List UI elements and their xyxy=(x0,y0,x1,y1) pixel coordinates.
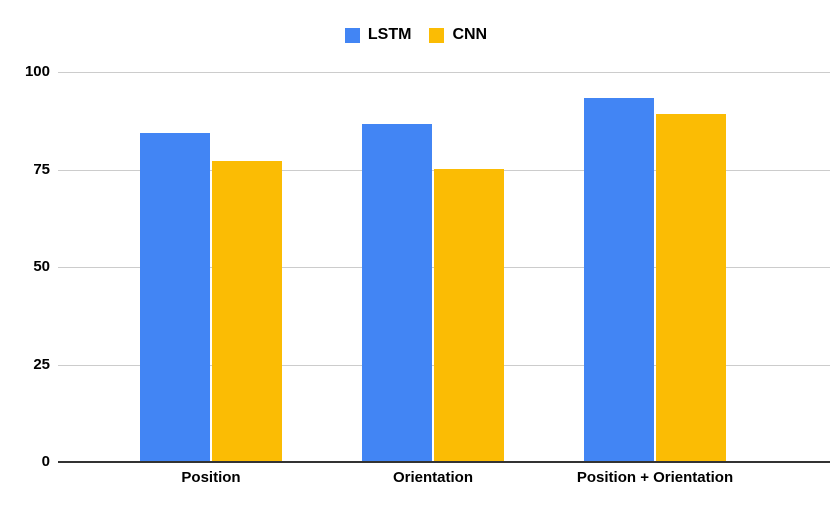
legend-label: LSTM xyxy=(367,26,412,43)
legend-swatch-cnn xyxy=(429,27,445,43)
y-axis-tick-label: 25 xyxy=(33,355,50,373)
x-axis-label-orientation: Orientation xyxy=(392,469,473,486)
legend-label: CNN xyxy=(452,26,488,43)
bar-lstm-orientation xyxy=(362,123,432,461)
gridline-100 xyxy=(58,72,830,73)
bar-lstm-position xyxy=(140,133,210,461)
x-axis-label-position: Position xyxy=(181,469,241,486)
bar-cnn-position xyxy=(212,160,282,461)
bar-group-orientation xyxy=(362,72,504,461)
bar-cnn-position-orientation xyxy=(656,113,726,461)
bar-lstm-position-orientation xyxy=(584,98,654,461)
x-axis-line xyxy=(58,461,830,463)
legend-swatch-lstm xyxy=(344,27,360,43)
legend-item-cnn: CNN xyxy=(429,26,487,44)
bar-group-position xyxy=(140,72,282,461)
y-axis-tick-label: 50 xyxy=(33,258,50,275)
y-axis-tick-label: 0 xyxy=(41,453,50,470)
legend-item-lstm: LSTM xyxy=(344,26,412,44)
legend: LSTM CNN xyxy=(0,25,832,45)
y-axis-tick-label: 100 xyxy=(24,63,50,80)
bar-group-position-orientation xyxy=(584,72,726,461)
bar-cnn-orientation xyxy=(434,168,504,461)
x-axis-label-position-orientation: Position + Orientation xyxy=(576,469,734,486)
y-axis-tick-label: 75 xyxy=(33,160,50,178)
